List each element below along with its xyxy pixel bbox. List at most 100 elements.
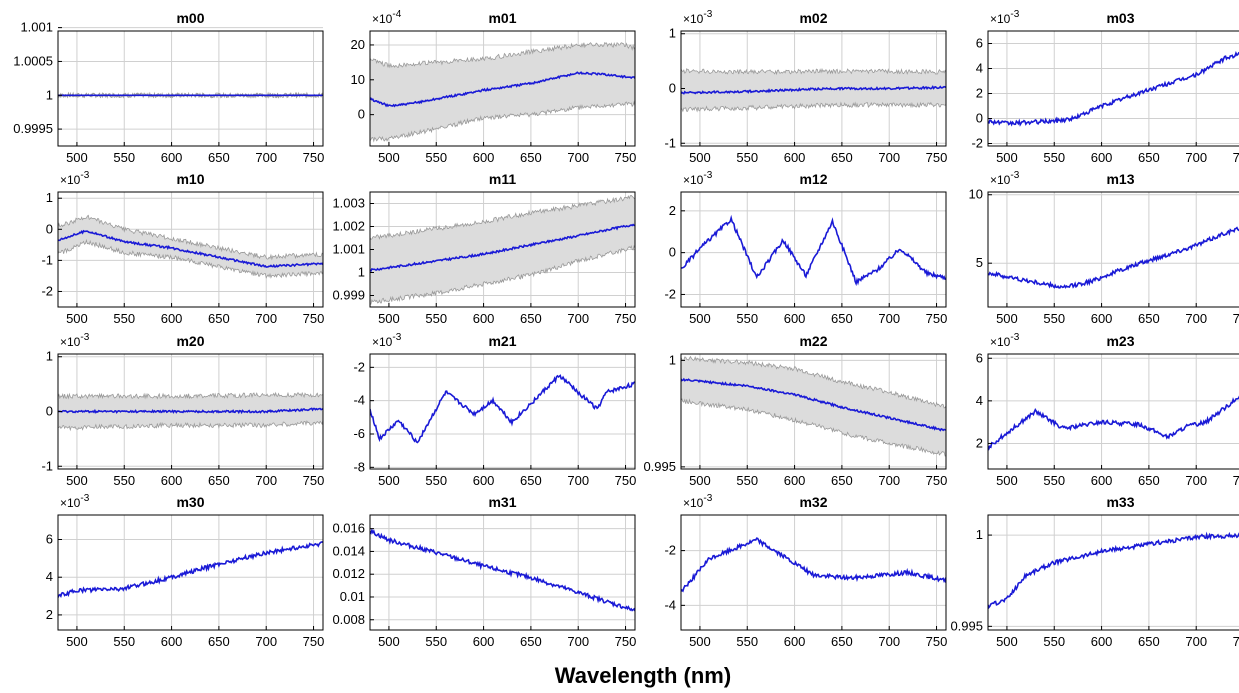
subplot-title: m23 — [1106, 333, 1134, 349]
x-tick-label: 500 — [66, 311, 88, 326]
x-tick-label: 750 — [1233, 634, 1239, 649]
x-tick-label: 500 — [996, 473, 1018, 488]
y-tick-label: 4 — [46, 569, 53, 584]
x-tick-label: 750 — [1233, 473, 1239, 488]
y-tick-label: 1.001 — [332, 242, 365, 257]
x-tick-label: 650 — [520, 150, 542, 165]
series-line-0 — [988, 531, 1239, 610]
y-exponent-label: ×10-3 — [990, 170, 1020, 187]
subplot-title: m32 — [799, 494, 827, 510]
y-tick-label: 1 — [669, 26, 676, 41]
y-tick-label: 0.9995 — [13, 121, 53, 136]
series-line-0 — [58, 407, 323, 415]
x-tick-label: 650 — [1138, 473, 1160, 488]
y-tick-label: 2 — [46, 607, 53, 622]
x-tick-label: 650 — [1138, 634, 1160, 649]
subplot-m20: 500 550 600 650 700 750 -1 0 1 m20 ×10-3 — [41, 332, 324, 488]
y-exponent-label: ×10-3 — [60, 332, 90, 349]
series-line-0 — [58, 229, 323, 269]
band-lower — [681, 101, 946, 113]
x-tick-label: 750 — [926, 311, 948, 326]
y-tick-label: 6 — [46, 532, 53, 547]
x-tick-label: 600 — [1091, 150, 1113, 165]
axes-box — [57, 30, 324, 147]
x-tick-label: 700 — [567, 311, 589, 326]
x-tick-label: 650 — [208, 150, 230, 165]
subplot-m12: 500 550 600 650 700 750 -2 0 2 m12 ×10-3 — [664, 170, 947, 326]
y-tick-label: 1 — [46, 190, 53, 205]
subplot-m32: 500 550 600 650 700 750 -4 -2 m32 ×10-3 — [664, 493, 947, 649]
x-tick-label: 750 — [615, 150, 637, 165]
x-tick-label: 650 — [520, 473, 542, 488]
series-line-0 — [681, 377, 946, 432]
subplot-grid: 500 550 600 650 700 7500.999511.00051.001m005… — [13, 9, 1239, 649]
band-lower — [370, 100, 635, 143]
band-upper — [681, 67, 946, 76]
x-tick-label: 500 — [689, 634, 711, 649]
x-tick-label: 750 — [926, 473, 948, 488]
axes-box — [57, 191, 324, 308]
x-tick-label: 550 — [425, 150, 447, 165]
x-tick-label: 600 — [473, 150, 495, 165]
x-tick-label: 650 — [831, 634, 853, 649]
band-upper — [370, 41, 635, 69]
x-tick-label: 650 — [208, 473, 230, 488]
axes-box — [369, 30, 636, 147]
axes-box — [680, 514, 947, 631]
x-tick-label: 700 — [255, 311, 277, 326]
series-line-0 — [988, 395, 1239, 451]
axes-box — [680, 353, 947, 470]
y-exponent-label: ×10-3 — [683, 493, 713, 510]
x-tick-label: 600 — [161, 311, 183, 326]
x-tick-label: 500 — [996, 311, 1018, 326]
plot-area — [988, 515, 1239, 630]
x-tick-label: 500 — [689, 473, 711, 488]
y-tick-label: 0.016 — [332, 521, 365, 536]
band-upper — [58, 391, 323, 400]
y-tick-label: 0.999 — [332, 288, 365, 303]
subplot-m30: 500 550 600 650 700 750 2 4 6 m30 ×10-3 — [46, 493, 325, 649]
series-line-0 — [370, 71, 635, 108]
x-tick-label: 700 — [1185, 473, 1207, 488]
y-tick-label: 0.01 — [340, 589, 365, 604]
axes-box — [680, 191, 947, 308]
x-tick-label: 700 — [567, 150, 589, 165]
x-tick-label: 750 — [926, 634, 948, 649]
x-tick-label: 550 — [736, 150, 758, 165]
y-tick-label: 1 — [46, 349, 53, 364]
x-tick-label: 700 — [1185, 634, 1207, 649]
x-tick-label: 650 — [208, 311, 230, 326]
x-tick-label: 500 — [689, 311, 711, 326]
y-tick-label: 5 — [976, 255, 983, 270]
subplot-m11: 500 550 600 650 700 750 0.999 1 1.001 1.002 1.003 m… — [332, 171, 636, 326]
x-tick-label: 750 — [303, 311, 325, 326]
y-tick-label: 0 — [358, 107, 365, 122]
plot-area — [988, 354, 1239, 469]
subplot-m23: 500 550 600 650 700 750 2 4 6 m23 ×10-3 — [976, 332, 1239, 488]
y-tick-label: 1 — [358, 265, 365, 280]
subplot-title: m22 — [799, 333, 827, 349]
y-tick-label: -1 — [41, 252, 53, 267]
x-tick-label: 600 — [784, 473, 806, 488]
subplot-title: m02 — [799, 10, 827, 26]
y-tick-label: 6 — [976, 350, 983, 365]
x-tick-label: 750 — [303, 473, 325, 488]
x-tick-label: 500 — [378, 150, 400, 165]
subplot-title: m03 — [1106, 10, 1134, 26]
subplot-m01: 500 550 600 650 700 750 0 10 20 m01 ×10-4 — [351, 9, 637, 165]
x-tick-label: 700 — [1185, 150, 1207, 165]
y-tick-label: 1.0005 — [13, 53, 53, 68]
y-tick-label: 4 — [976, 393, 983, 408]
series-line-0 — [370, 527, 635, 612]
y-exponent-label: ×10-3 — [990, 9, 1020, 26]
y-tick-label: 10 — [351, 72, 365, 87]
series-line-0 — [681, 214, 946, 287]
x-tick-label: 750 — [303, 150, 325, 165]
band-upper — [58, 214, 323, 261]
x-tick-label: 600 — [161, 150, 183, 165]
y-tick-label: -2 — [664, 286, 676, 301]
plot-area — [681, 192, 946, 307]
y-tick-label: 0 — [976, 111, 983, 126]
subplot-m33: 500 550 600 650 700 750 0.995 1 m33 — [950, 494, 1239, 649]
y-exponent-label: ×10-3 — [60, 493, 90, 510]
